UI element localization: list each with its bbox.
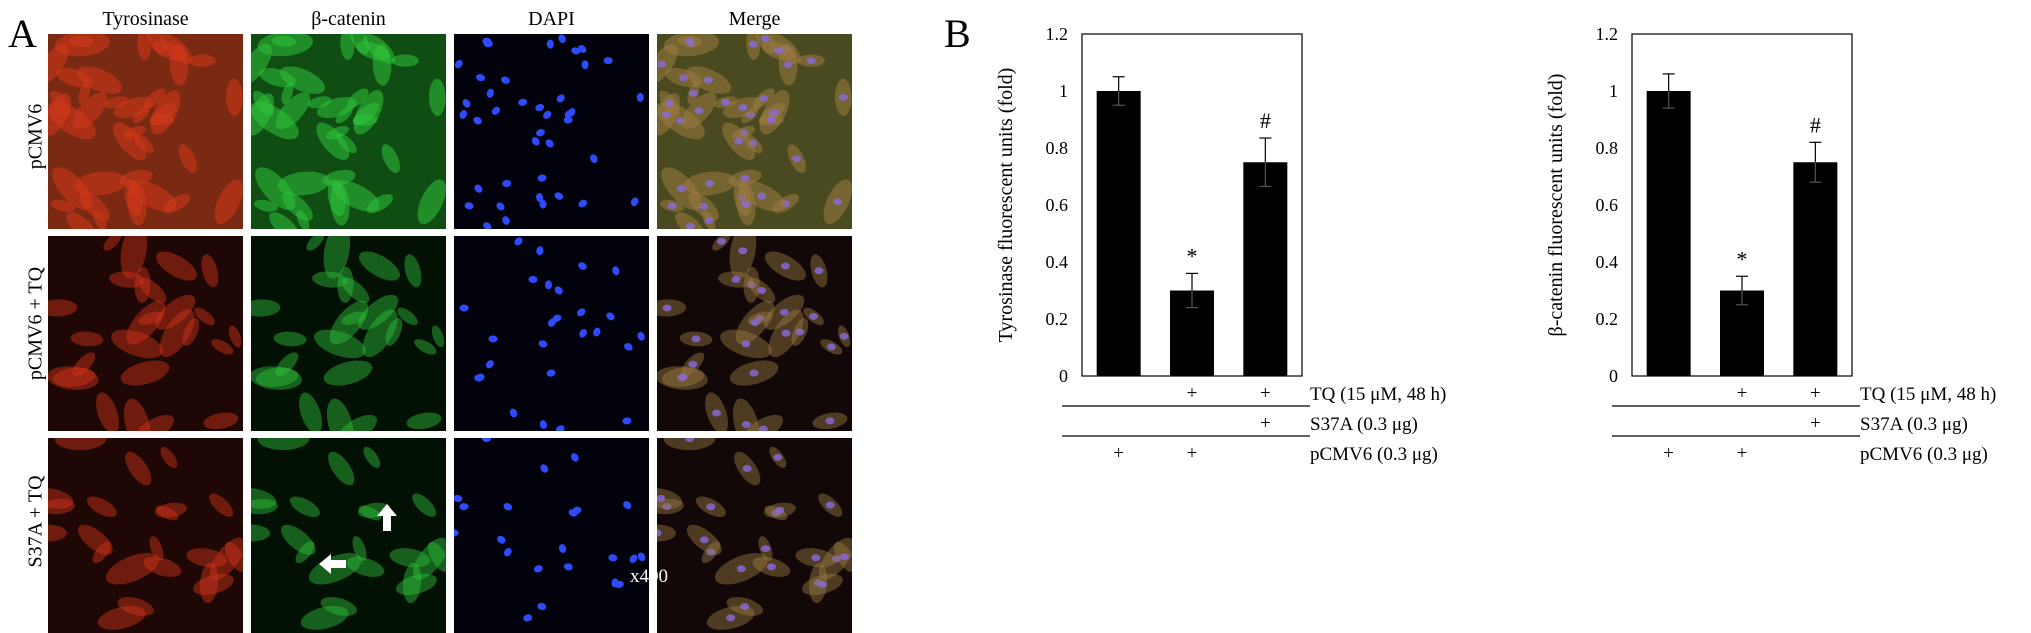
micrograph-s37a-tq-tyrosinase: [48, 438, 243, 633]
y-tick-label: 0.4: [1046, 252, 1069, 272]
treatment-mark: +: [1187, 383, 1198, 404]
y-tick-label: 0: [1059, 366, 1068, 386]
y-tick-label: 0.6: [1046, 195, 1069, 215]
treatment-label: S37A (0.3 μg): [1310, 414, 1418, 435]
tyrosinase-bar-chart: 0 0.2 0.4 0.6 0.8 1 1.2 Tyrosinase fluorescent …: [995, 24, 1446, 465]
micrograph-pcmv6-tq-merge: [657, 236, 852, 431]
treatment-mark: +: [1737, 443, 1748, 464]
column-label-tyrosinase: Tyrosinase: [102, 8, 189, 30]
row-label-pcmv6-tq: pCMV6 + TQ: [24, 266, 47, 381]
magnification-label: x400: [630, 566, 668, 587]
treatment-mark: +: [1260, 383, 1271, 404]
treatment-mark: +: [1810, 413, 1821, 434]
y-tick-label: 1.2: [1596, 24, 1619, 44]
micrograph-pcmv6-merge: [657, 34, 852, 229]
significance-mark: *: [1737, 246, 1748, 271]
treatment-label: S37A (0.3 μg): [1860, 414, 1968, 435]
y-tick-label: 0.6: [1596, 195, 1619, 215]
beta-catenin-bar-chart: 0 0.2 0.4 0.6 0.8 1 1.2 β-catenin fluorescent u…: [1545, 24, 1996, 465]
significance-mark: *: [1187, 243, 1198, 268]
micrograph-pcmv6-beta-catenin: [251, 34, 446, 229]
y-tick-label: 1: [1059, 81, 1068, 101]
row-label-s37a-tq: S37A + TQ: [24, 475, 47, 568]
micrograph-pcmv6-tq-dapi: [454, 236, 649, 431]
y-tick-label: 0.2: [1046, 309, 1069, 329]
micrograph-s37a-tq-dapi: [454, 438, 649, 633]
row-label-pcmv6: pCMV6: [24, 103, 47, 170]
micrograph-s37a-tq-merge: [657, 438, 852, 633]
treatment-mark: +: [1113, 443, 1124, 464]
micrograph-pcmv6-tq-tyrosinase: [48, 236, 243, 431]
y-tick-label: 0.4: [1596, 252, 1619, 272]
treatment-mark: +: [1260, 413, 1271, 434]
bar: [1243, 162, 1288, 376]
arrow-icon: [377, 504, 397, 531]
column-label-beta-catenin: β-catenin: [311, 8, 386, 30]
micrograph-pcmv6-dapi: [454, 34, 649, 229]
treatment-mark: +: [1737, 383, 1748, 404]
significance-mark: #: [1810, 112, 1821, 137]
column-label-dapi: DAPI: [528, 8, 575, 30]
bar: [1646, 91, 1691, 376]
treatment-label: TQ (15 μM, 48 h): [1860, 384, 1996, 405]
treatment-label: pCMV6 (0.3 μg): [1860, 444, 1988, 465]
micrograph-pcmv6-tyrosinase: [48, 34, 243, 229]
bar: [1793, 162, 1838, 376]
y-tick-label: 1.2: [1046, 24, 1069, 44]
y-axis-label: Tyrosinase fluorescent units (fold): [995, 68, 1017, 343]
y-tick-label: 0: [1609, 366, 1618, 386]
treatment-mark: +: [1187, 443, 1198, 464]
treatment-label: pCMV6 (0.3 μg): [1310, 444, 1438, 465]
micrograph-pcmv6-tq-beta-catenin: [251, 236, 446, 431]
panel-a-label: A: [8, 11, 37, 56]
y-tick-label: 1: [1609, 81, 1618, 101]
y-tick-label: 0.2: [1596, 309, 1619, 329]
y-axis-label: β-catenin fluorescent units (fold): [1545, 74, 1567, 337]
treatment-mark: +: [1810, 383, 1821, 404]
arrow-icon: [319, 554, 346, 574]
treatment-label: TQ (15 μM, 48 h): [1310, 384, 1446, 405]
significance-mark: #: [1260, 108, 1271, 133]
bar: [1096, 91, 1141, 376]
y-tick-label: 0.8: [1596, 138, 1619, 158]
panel-b-label: B: [944, 11, 971, 56]
micrograph-s37a-tq-beta-catenin: [251, 438, 446, 633]
column-label-merge: Merge: [728, 8, 781, 30]
treatment-mark: +: [1663, 443, 1674, 464]
y-tick-label: 0.8: [1046, 138, 1069, 158]
